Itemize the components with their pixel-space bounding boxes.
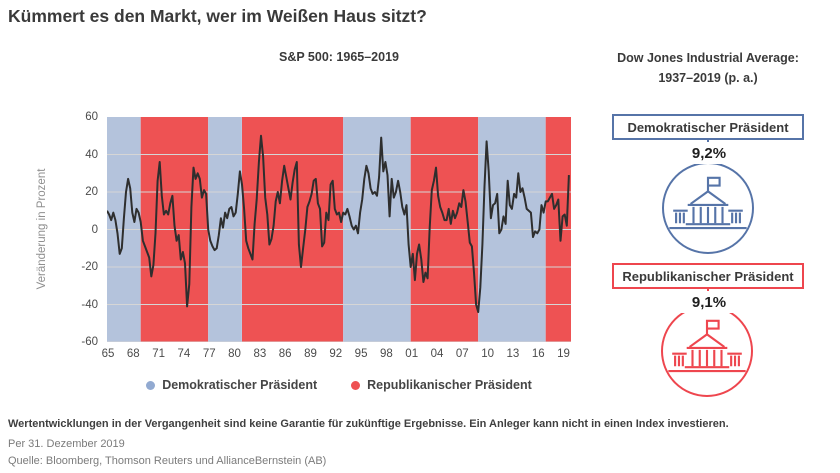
x-tick-label: 77 — [202, 348, 216, 360]
x-tick-label: 19 — [557, 348, 570, 360]
x-tick-label: 98 — [379, 348, 393, 360]
y-axis-title: Veränderung in Prozent — [36, 168, 48, 290]
right-panel-title: Dow Jones Industrial Average: 1937–2019 … — [593, 48, 823, 88]
democrat-value-badge: 9,2% — [681, 142, 737, 164]
republican-dot-icon — [351, 380, 361, 390]
x-tick-label: 89 — [304, 348, 317, 360]
x-tick-label: 95 — [354, 348, 368, 360]
y-tick-label: 0 — [91, 223, 98, 236]
y-tick-label: -60 — [81, 336, 98, 348]
x-tick-label: 86 — [278, 348, 292, 360]
footer-as-of-date: Per 31. Dezember 2019 — [8, 438, 125, 450]
republican-circle — [661, 305, 753, 397]
x-tick-label: 65 — [101, 348, 115, 360]
legend-label-republican: Republikanischer Präsident — [367, 378, 532, 392]
footer-source: Quelle: Bloomberg, Thomson Reuters und A… — [8, 455, 327, 467]
legend-label-democrat: Demokratischer Präsident — [162, 378, 318, 392]
y-tick-label: 20 — [85, 186, 98, 198]
x-tick-label: 80 — [228, 348, 241, 360]
chart-title: S&P 500: 1965–2019 — [278, 50, 399, 64]
white-house-icon — [669, 176, 747, 230]
chart-legend: Demokratischer Präsident Republikanische… — [107, 378, 571, 392]
democrat-dot-icon — [146, 380, 156, 390]
republican-value-badge: 9,1% — [681, 291, 737, 313]
right-panel-title-line2: 1937–2019 (p. a.) — [658, 71, 758, 85]
republican-label-box: Republikanischer Präsident — [612, 263, 804, 289]
x-tick-label: 13 — [506, 348, 520, 360]
x-tick-label: 04 — [430, 348, 444, 360]
sp500-line-chart — [107, 117, 571, 342]
right-panel-title-line1: Dow Jones Industrial Average: — [617, 51, 799, 65]
x-tick-label: 71 — [152, 348, 165, 360]
x-tick-label: 68 — [126, 348, 140, 360]
y-tick-label: 60 — [85, 111, 98, 123]
white-house-icon — [668, 319, 746, 373]
footer-disclaimer: Wertentwicklungen in der Vergangenheit s… — [8, 418, 729, 430]
x-tick-label: 74 — [177, 348, 191, 360]
legend-item-republican: Republikanischer Präsident — [351, 378, 532, 392]
x-tick-label: 83 — [253, 348, 267, 360]
x-tick-label: 10 — [481, 348, 495, 360]
x-tick-label: 01 — [405, 348, 419, 360]
y-tick-label: -40 — [81, 298, 98, 311]
democrat-label-box: Demokratischer Präsident — [612, 114, 804, 140]
y-tick-label: 40 — [85, 148, 98, 161]
sp500-series-line — [107, 134, 570, 313]
page-title: Kümmert es den Markt, wer im Weißen Haus… — [8, 6, 427, 26]
legend-item-democrat: Demokratischer Präsident — [146, 378, 317, 392]
y-tick-label: -20 — [81, 261, 98, 273]
democrat-circle — [662, 162, 754, 254]
x-tick-label: 07 — [455, 348, 469, 360]
x-tick-label: 16 — [531, 348, 545, 360]
x-tick-label: 92 — [329, 348, 343, 360]
